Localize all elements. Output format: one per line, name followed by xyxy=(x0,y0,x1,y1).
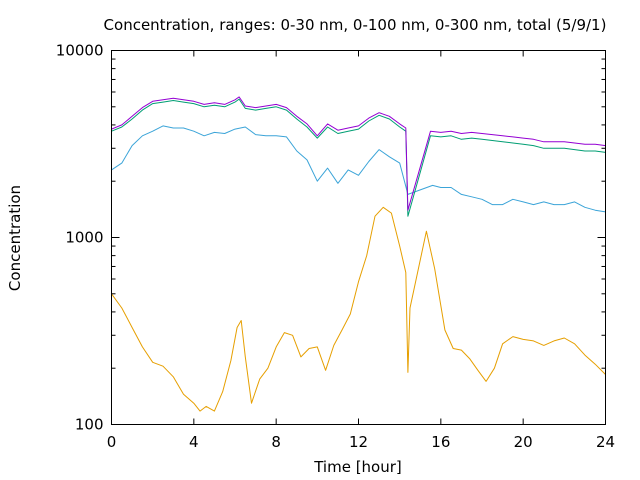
y-tick-label: 1000 xyxy=(65,229,103,247)
series-line-2 xyxy=(111,125,606,213)
series-line-3 xyxy=(111,98,606,217)
tick-layer: 0 4 8 12 16 20 24 100 1000 10000 xyxy=(56,42,615,452)
x-tick-label: 4 xyxy=(189,433,199,451)
x-tick-label: 20 xyxy=(514,433,533,451)
y-tick-label: 10000 xyxy=(56,42,104,60)
x-tick-label: 24 xyxy=(596,433,615,451)
x-axis-label: Time [hour] xyxy=(313,458,402,476)
y-axis-label: Concentration xyxy=(6,185,24,291)
x-tick-label: 12 xyxy=(349,433,368,451)
x-tick-label: 0 xyxy=(107,433,117,451)
y-tick-label: 100 xyxy=(75,416,104,434)
plot-frame xyxy=(111,50,606,425)
x-tick-label: 8 xyxy=(271,433,281,451)
series-line-4 xyxy=(111,96,606,211)
series-line-1 xyxy=(111,206,606,412)
series-layer xyxy=(111,96,606,412)
chart-title: Concentration, ranges: 0-30 nm, 0-100 nm… xyxy=(104,16,607,34)
x-tick-label: 16 xyxy=(431,433,450,451)
